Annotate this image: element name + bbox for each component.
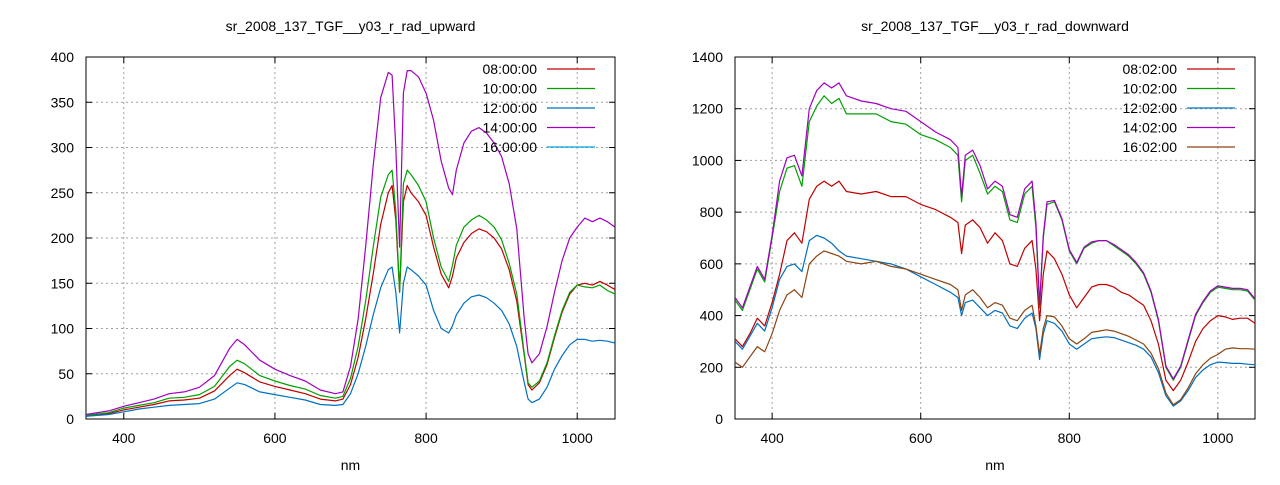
x-tick-label: 600 <box>909 430 933 446</box>
x-tick-label: 800 <box>1058 430 1082 446</box>
series-line-100200 <box>735 95 1255 381</box>
series-line-140000 <box>86 70 615 416</box>
legend-label: 14:00:00 <box>483 120 538 136</box>
x-axis-label: nm <box>985 457 1004 473</box>
legend-label: 16:00:00 <box>483 139 538 155</box>
y-tick-label: 100 <box>51 321 75 337</box>
chart-title: sr_2008_137_TGF__y03_r_rad_downward <box>861 18 1129 34</box>
y-tick-label: 1400 <box>692 49 723 65</box>
legend-label: 14:02:00 <box>1123 120 1178 136</box>
y-tick-label: 0 <box>715 411 723 427</box>
chart-panel-1: sr_2008_137_TGF__y03_r_rad_upward 400 600 8… <box>51 18 616 473</box>
legend-label: 16:02:00 <box>1123 139 1178 155</box>
series-line-100000 <box>86 169 615 416</box>
y-tick-label: 600 <box>700 256 724 272</box>
series-group <box>86 70 615 417</box>
y-tick-label: 200 <box>700 359 724 375</box>
y-tick-label: 1000 <box>692 152 723 168</box>
y-tick-label: 400 <box>700 308 724 324</box>
legend-label: 10:02:00 <box>1123 81 1178 97</box>
legend-label: 10:00:00 <box>483 81 538 97</box>
chart-title: sr_2008_137_TGF__y03_r_rad_upward <box>226 18 476 34</box>
series-group <box>735 82 1255 407</box>
y-tick-label: 300 <box>51 140 75 156</box>
legend-label: 08:00:00 <box>483 61 538 77</box>
x-tick-label: 600 <box>263 430 287 446</box>
series-line-120000 <box>86 266 615 417</box>
series-line-080000 <box>86 184 615 417</box>
y-tick-label: 800 <box>700 204 724 220</box>
legend-label: 12:00:00 <box>483 100 538 116</box>
y-tick-label: 400 <box>51 49 75 65</box>
x-tick-label: 1000 <box>562 430 593 446</box>
y-tick-label: 0 <box>66 411 74 427</box>
x-tick-label: 400 <box>112 430 136 446</box>
series-line-140200 <box>735 82 1255 380</box>
y-tick-label: 350 <box>51 94 75 110</box>
plot-frame <box>734 56 1256 420</box>
y-tick-label: 200 <box>51 230 75 246</box>
x-tick-label: 800 <box>414 430 438 446</box>
series-line-120200 <box>735 234 1255 407</box>
y-tick-label: 250 <box>51 185 75 201</box>
series-line-080200 <box>735 180 1255 392</box>
x-tick-label: 400 <box>760 430 784 446</box>
chart-panel-2: sr_2008_137_TGF__y03_r_rad_downward 400 60… <box>692 18 1256 473</box>
y-tick-label: 150 <box>51 275 75 291</box>
x-tick-label: 1000 <box>1202 430 1233 446</box>
y-tick-label: 1200 <box>692 101 723 117</box>
legend-label: 12:02:00 <box>1123 100 1178 116</box>
y-tick-label: 50 <box>58 366 74 382</box>
series-line-160200 <box>735 250 1255 406</box>
legend-label: 08:02:00 <box>1123 61 1178 77</box>
x-axis-label: nm <box>341 457 360 473</box>
